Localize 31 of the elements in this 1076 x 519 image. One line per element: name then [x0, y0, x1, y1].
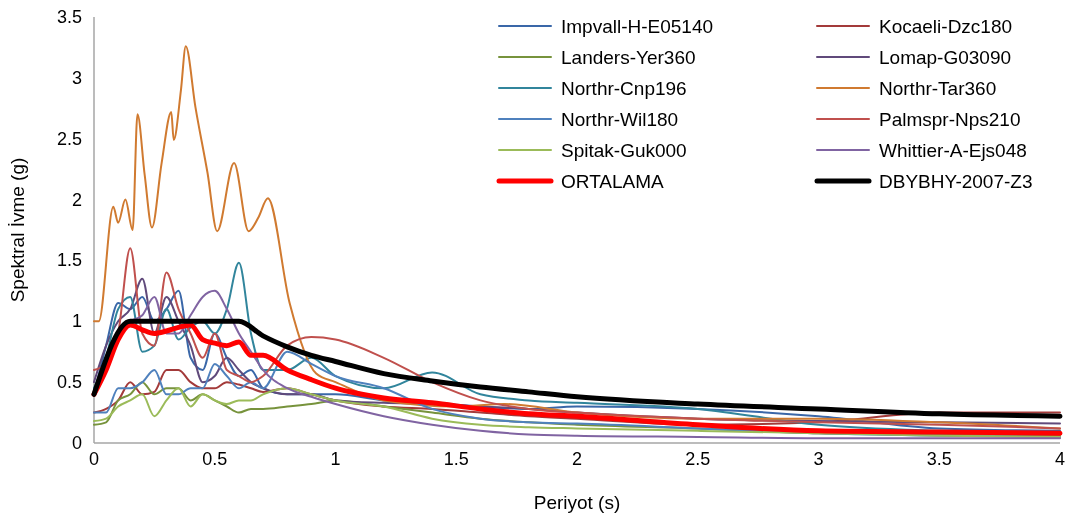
x-tick-label: 3.5 [926, 449, 952, 469]
y-tick-label: 0 [71, 433, 82, 453]
y-tick-label: 3.5 [56, 7, 82, 27]
x-tick-label: 0 [88, 449, 100, 469]
legend-label: DBYBHY-2007-Z3 [879, 171, 1033, 192]
legend-label: Lomap-G03090 [879, 47, 1012, 68]
legend-label: ORTALAMA [561, 171, 665, 192]
y-tick-label: 2.5 [56, 128, 82, 149]
x-tick-label: 1.5 [443, 449, 469, 469]
legend-label: Whittier-A-Ejs048 [879, 140, 1027, 161]
legend-label: Kocaeli-Dzc180 [879, 16, 1013, 37]
x-tick-label: 2 [571, 449, 583, 469]
y-tick-label: 2 [71, 189, 82, 210]
x-tick-label: 2.5 [685, 449, 711, 469]
x-axis-title: Periyot (s) [533, 492, 621, 513]
x-tick-label: 0.5 [202, 449, 228, 469]
legend-label: Palmspr-Nps210 [879, 109, 1021, 130]
legend-label: Landers-Yer360 [561, 47, 696, 68]
x-tick-label: 4 [1054, 449, 1066, 469]
legend-label: Northr-Tar360 [879, 78, 997, 99]
legend-label: Northr-Wil180 [561, 109, 679, 130]
legend-label: Impvall-H-E05140 [561, 16, 714, 37]
y-tick-label: 3 [71, 67, 82, 88]
legend-label: Northr-Cnp196 [561, 78, 687, 99]
x-tick-label: 3 [813, 449, 824, 469]
x-tick-label: 1 [330, 449, 341, 469]
y-tick-label: 1 [71, 311, 82, 332]
y-tick-label: 0.5 [56, 372, 82, 393]
legend-label: Spitak-Guk000 [561, 140, 687, 161]
y-axis-title: Spektral İvme (g) [7, 157, 28, 303]
y-tick-label: 1.5 [56, 250, 82, 271]
